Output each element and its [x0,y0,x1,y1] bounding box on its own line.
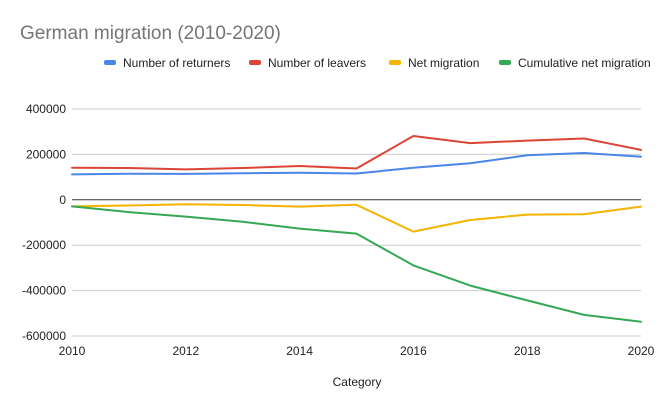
legend-label: Number of leavers [268,56,366,70]
series-line-cumulative-net-migration [71,205,642,323]
legend-swatch [249,60,261,65]
legend-label: Net migration [408,56,479,70]
legend-label: Cumulative net migration [518,56,651,70]
x-tick-label: 2018 [514,344,541,358]
legend-swatch [104,60,116,65]
x-tick-label: 2012 [172,344,199,358]
series-line-number-of-leavers [71,135,642,171]
y-tick-label: -200000 [22,238,66,252]
x-axis-ticks: 2010 2012 2014 2016 2018 2020 [59,344,655,358]
x-tick-label: 2014 [286,344,313,358]
legend-item: Number of leavers [249,56,366,70]
x-tick-label: 2020 [628,344,655,358]
x-axis-label: Category [333,375,382,389]
series-line-number-of-returners [71,152,642,176]
legend-swatch [389,60,401,65]
x-tick-label: 2010 [59,344,86,358]
series-lines [71,135,642,323]
legend-item: Cumulative net migration [499,56,651,70]
legend-label: Number of returners [123,56,230,70]
legend-item: Number of returners [104,56,230,70]
legend-item: Net migration [389,56,479,70]
gridlines [72,108,641,337]
y-tick-label: -600000 [22,329,66,343]
chart-title: German migration (2010-2020) [20,23,281,44]
y-tick-label: 400000 [26,102,66,116]
y-tick-label: 200000 [26,147,66,161]
legend-swatch [499,60,511,65]
series-line-net-migration [71,203,642,233]
y-tick-label: 0 [59,193,66,207]
y-tick-label: -400000 [22,284,66,298]
x-tick-label: 2016 [400,344,427,358]
legend: Number of returners Number of leavers Net … [104,56,651,70]
y-axis-ticks: 400000 200000 0 -200000 -400000 -600000 [22,102,66,343]
